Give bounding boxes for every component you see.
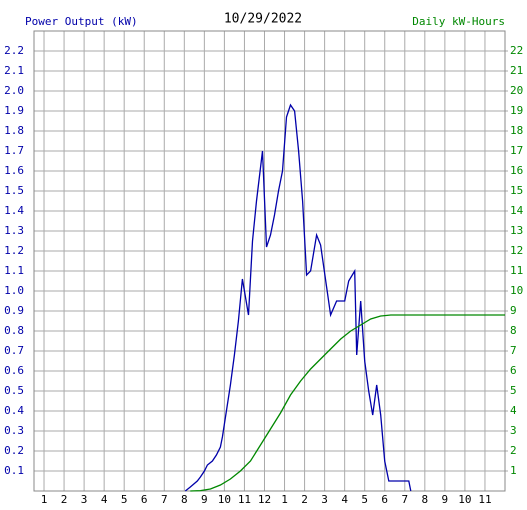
y-tick-label: 1.6 — [4, 164, 24, 177]
y-tick-label: 1.2 — [4, 244, 24, 257]
y2-tick-label: 7 — [510, 344, 517, 357]
x-tick-label: 7 — [401, 493, 408, 506]
y-tick-label: 0.4 — [4, 404, 24, 417]
y2-tick-label: 13 — [510, 224, 523, 237]
plot-border — [33, 30, 506, 492]
y-tick-label: 0.2 — [4, 444, 24, 457]
y2-tick-label: 14 — [510, 204, 524, 217]
y2-tick-label: 16 — [510, 164, 523, 177]
y-tick-label: 0.6 — [4, 364, 24, 377]
x-tick-label: 6 — [141, 493, 148, 506]
y2-tick-label: 22 — [510, 44, 523, 57]
y2-tick-label: 19 — [510, 104, 523, 117]
y2-tick-label: 4 — [510, 404, 517, 417]
y-tick-label: 0.8 — [4, 324, 24, 337]
x-tick-label: 7 — [161, 493, 168, 506]
x-tick-label: 11 — [478, 493, 491, 506]
x-tick-label: 6 — [381, 493, 388, 506]
x-tick-label: 3 — [321, 493, 328, 506]
right-axis-title: Daily kW-Hours — [412, 15, 505, 28]
y2-tick-label: 3 — [510, 424, 517, 437]
y-tick-label: 0.9 — [4, 304, 24, 317]
y-tick-label: 0.1 — [4, 464, 24, 477]
y-tick-label: 1.3 — [4, 224, 24, 237]
x-tick-label: 1 — [281, 493, 288, 506]
x-tick-label: 4 — [341, 493, 348, 506]
y-tick-label: 2.2 — [4, 44, 24, 57]
y2-tick-label: 21 — [510, 64, 523, 77]
y-tick-label: 0.3 — [4, 424, 24, 437]
x-tick-label: 2 — [301, 493, 308, 506]
y-tick-label: 1.4 — [4, 204, 24, 217]
y-tick-label: 0.5 — [4, 384, 24, 397]
x-tick-label: 9 — [442, 493, 449, 506]
x-tick-label: 8 — [422, 493, 429, 506]
plot-background — [34, 31, 505, 491]
y2-tick-label: 5 — [510, 384, 517, 397]
y2-tick-label: 8 — [510, 324, 517, 337]
y2-tick-label: 1 — [510, 464, 517, 477]
y2-tick-label: 2 — [510, 444, 517, 457]
x-tick-label: 4 — [101, 493, 108, 506]
y2-tick-label: 15 — [510, 184, 523, 197]
y2-tick-label: 18 — [510, 124, 523, 137]
y2-tick-label: 12 — [510, 244, 523, 257]
series-line — [190, 314, 505, 492]
y2-tick-label: 20 — [510, 84, 523, 97]
y-tick-label: 1.5 — [4, 184, 24, 197]
x-tick-label: 2 — [61, 493, 68, 506]
y-tick-label: 1.7 — [4, 144, 24, 157]
y2-tick-label: 10 — [510, 284, 523, 297]
y2-tick-label: 11 — [510, 264, 523, 277]
x-tick-label: 11 — [238, 493, 251, 506]
left-axis-title: Power Output (kW) — [25, 15, 138, 28]
x-tick-label: 5 — [361, 493, 368, 506]
x-tick-label: 10 — [218, 493, 231, 506]
y2-tick-label: 9 — [510, 304, 517, 317]
x-tick-label: 9 — [201, 493, 208, 506]
y-tick-label: 1.1 — [4, 264, 24, 277]
y2-tick-label: 17 — [510, 144, 523, 157]
x-tick-label: 5 — [121, 493, 128, 506]
y-tick-label: 1.9 — [4, 104, 24, 117]
chart-title: 10/29/2022 — [224, 12, 302, 27]
y-tick-label: 2.1 — [4, 64, 24, 77]
x-tick-label: 10 — [458, 493, 471, 506]
series-line — [184, 103, 412, 492]
x-tick-label: 3 — [81, 493, 88, 506]
y-tick-label: 1.8 — [4, 124, 24, 137]
y-tick-label: 1.0 — [4, 284, 24, 297]
y-tick-label: 0.7 — [4, 344, 24, 357]
y2-tick-label: 6 — [510, 364, 517, 377]
y-tick-label: 2.0 — [4, 84, 24, 97]
x-tick-label: 8 — [181, 493, 188, 506]
x-tick-label: 1 — [41, 493, 48, 506]
x-tick-label: 12 — [258, 493, 271, 506]
